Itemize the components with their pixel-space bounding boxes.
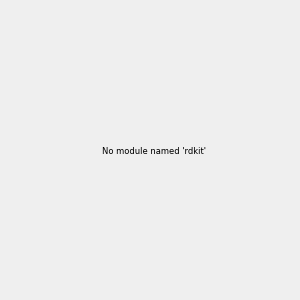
Text: No module named 'rdkit': No module named 'rdkit' <box>102 147 206 156</box>
